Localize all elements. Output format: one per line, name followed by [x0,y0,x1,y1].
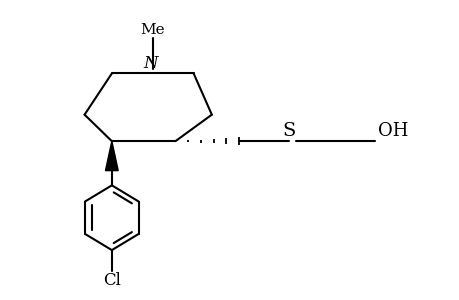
Text: Cl: Cl [103,272,121,289]
Text: Me: Me [140,22,165,37]
Polygon shape [105,141,118,171]
Text: OH: OH [377,122,407,140]
Text: S: S [282,122,295,140]
Text: N: N [143,55,157,72]
